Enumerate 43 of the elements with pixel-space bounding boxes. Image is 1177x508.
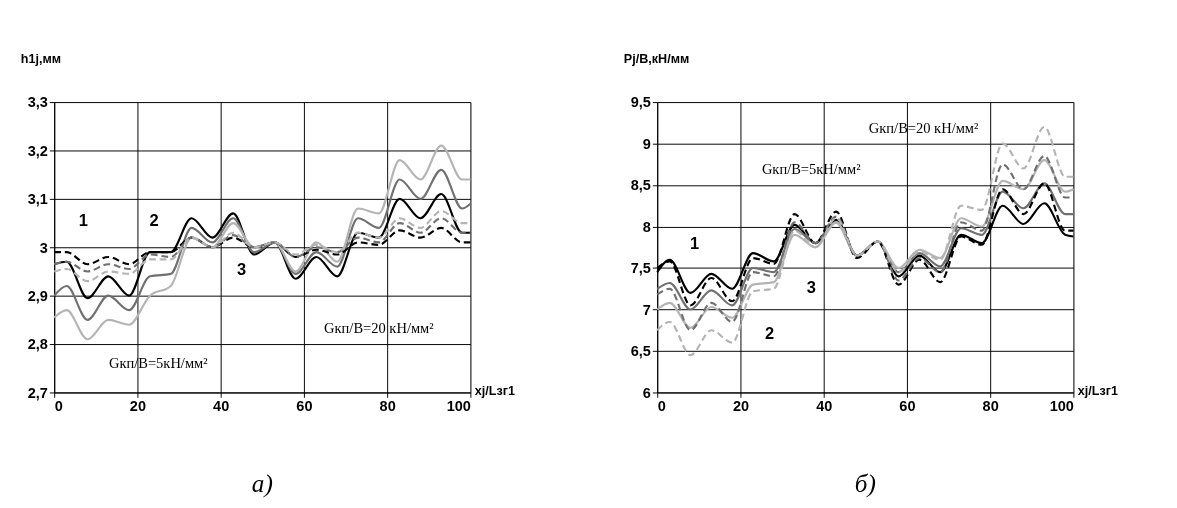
x-axis-title: xj/Lзг1: [474, 383, 515, 398]
x-tick-label: 40: [816, 398, 833, 415]
y-tick-label: 8,5: [630, 177, 651, 194]
line-series: [656, 125, 1075, 357]
y-tick-label: 2,8: [27, 336, 48, 353]
y-axis-title: Pj/B,кН/мм: [623, 51, 690, 66]
y-tick-label: 3,1: [27, 191, 48, 208]
x-tick-label: 100: [446, 398, 471, 415]
annotation: Gкп/B=20 кН/мм²: [324, 320, 435, 337]
annotation: 2: [765, 324, 775, 343]
annotation: 2: [149, 210, 159, 229]
y-tick-label: 3: [39, 239, 48, 256]
y-tick-label: 3,2: [27, 142, 48, 159]
y-axis-title: h1j,мм: [20, 51, 62, 66]
y-tick-label: 7,5: [630, 260, 651, 277]
line-series: [53, 144, 472, 341]
y-tick-label: 9: [642, 135, 651, 152]
x-axis-title: xj/Lзг1: [1077, 383, 1118, 398]
annotation: 1: [78, 210, 88, 229]
x-tick-label: 20: [732, 398, 750, 415]
y-tick-label: 7: [642, 301, 651, 318]
x-tick-label: 80: [379, 398, 396, 415]
x-tick-label: 80: [982, 398, 999, 415]
text: а): [251, 470, 273, 499]
x-tick-label: 60: [296, 398, 313, 415]
y-tick-label: 8: [642, 218, 651, 235]
annotation: 3: [236, 260, 247, 279]
text: б): [854, 470, 876, 499]
x-tick-label: 40: [213, 398, 230, 415]
annotation: 1: [690, 234, 700, 253]
y-tick-label: 3,3: [27, 94, 48, 111]
x-tick-label: 60: [899, 398, 916, 415]
y-tick-label: 6: [642, 384, 651, 401]
x-tick-label: 20: [129, 398, 146, 415]
y-tick-label: 2,7: [27, 384, 48, 401]
x-tick-label: 100: [1049, 398, 1074, 415]
y-tick-label: 9,5: [630, 94, 651, 111]
line-series: [53, 168, 472, 321]
x-tick-label: 0: [657, 398, 666, 415]
annotation: 3: [806, 277, 816, 296]
y-tick-label: 6,5: [630, 343, 651, 360]
y-tick-label: 2,9: [27, 287, 48, 304]
x-tick-label: 0: [54, 398, 63, 415]
